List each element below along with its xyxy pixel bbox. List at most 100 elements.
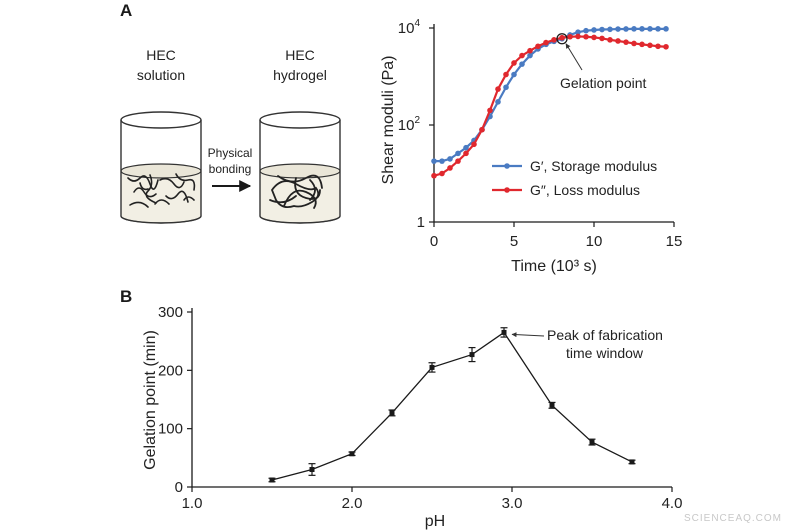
legend-label-2: G″, Loss modulus xyxy=(530,182,640,198)
rheology-series-2-point xyxy=(495,86,501,92)
rheology-series-2-point xyxy=(527,47,533,54)
rheology-series-2-point xyxy=(519,52,525,59)
rheology-series-1-point xyxy=(495,99,501,105)
rheology-series-1-point xyxy=(663,26,669,32)
watermark: SCIENCEAQ.COM xyxy=(683,513,782,524)
gelation-point xyxy=(309,467,315,472)
gelation-y-tick-label: 200 xyxy=(158,362,183,379)
gelation-x-tick-label: 3.0 xyxy=(502,495,523,512)
legend-label-1: G′, Storage modulus xyxy=(530,158,657,174)
tick-base: 10 xyxy=(398,117,415,134)
rheology-series-2-point xyxy=(535,43,541,50)
hydrogel-beaker xyxy=(259,111,341,224)
rheology-x-tick-label: 0 xyxy=(430,233,438,250)
rheology-series-2-point xyxy=(631,40,637,47)
rheology-series-2-point xyxy=(463,150,469,157)
rheology-series-2-point xyxy=(639,41,645,48)
rheology-series-2-point xyxy=(551,37,557,43)
gelation-point xyxy=(501,329,507,335)
rheology-series-2-point xyxy=(447,165,453,171)
rheology-series-1-point xyxy=(607,26,613,33)
peak-label-line-1: Peak of fabrication xyxy=(547,327,663,343)
legend-swatch-point-2 xyxy=(504,187,510,193)
rheology-x-tick-label: 10 xyxy=(586,233,603,250)
gelation-chart: 1.0 2.0 3.0 4.0 0 100 200 300 Peak of fabricati… xyxy=(142,304,682,530)
rheology-series-1-point xyxy=(503,84,509,91)
rheology-series xyxy=(431,26,669,179)
rheology-x-tick-label: 15 xyxy=(666,233,683,250)
rheology-series-2-point xyxy=(559,34,565,41)
rheology-series-2-point xyxy=(615,38,621,44)
hydrogel-label-line-2: hydrogel xyxy=(273,67,327,83)
rheology-series-2-point xyxy=(511,60,517,66)
legend-swatch-point-1 xyxy=(504,163,510,169)
rheology-series-2-point xyxy=(503,71,509,78)
gelation-point xyxy=(269,477,275,483)
gelation-line xyxy=(271,331,633,481)
rheology-series-line-2 xyxy=(433,35,667,177)
peak-arrow xyxy=(511,332,545,338)
rheology-series-2-point xyxy=(543,39,549,46)
polymer-chains xyxy=(127,173,196,208)
gelation-point xyxy=(629,459,635,465)
gelation-point xyxy=(349,451,355,457)
gelation-ticks: 1.0 2.0 3.0 4.0 0 100 200 300 xyxy=(158,304,682,512)
gelation-axes xyxy=(191,308,672,488)
rheology-series-1-point xyxy=(623,26,629,32)
rheology-series-2-point xyxy=(471,141,477,148)
rheology-series-2-point xyxy=(455,158,461,164)
tick-base: 10 xyxy=(398,20,415,37)
solution-beaker xyxy=(120,111,202,224)
rheology-x-axis-label: Time (10³ s) xyxy=(511,258,597,275)
rheology-y-tick-label: 104 xyxy=(398,18,421,37)
rheology-series-1-point xyxy=(455,150,461,157)
tick-exponent: 4 xyxy=(414,18,420,29)
rheology-series-1-point xyxy=(615,26,621,32)
hydrogel-label-line-1: HEC xyxy=(285,47,315,63)
gelation-point-arrow xyxy=(565,43,583,71)
solution-label-line-1: HEC xyxy=(146,47,176,63)
rheology-x-tick-label: 5 xyxy=(510,233,518,250)
solution-label-line-2: solution xyxy=(137,67,185,83)
rheology-y-axis-label: Shear moduli (Pa) xyxy=(380,56,397,185)
rheology-series-2-point xyxy=(431,172,437,179)
panel-a-letter: A xyxy=(120,1,132,20)
gelation-point xyxy=(549,402,555,408)
rheology-series-1-point xyxy=(599,26,605,33)
rheology-series-1-point xyxy=(527,52,533,59)
rheology-series-1-point xyxy=(463,144,469,151)
rheology-series-1-point xyxy=(591,27,597,33)
rheology-series-2-point xyxy=(623,39,629,45)
rheology-y-tick-label: 1 xyxy=(417,214,425,231)
rheology-series-2-point xyxy=(479,126,485,133)
gelation-x-tick-label: 1.0 xyxy=(182,495,203,512)
rheology-series-1-point xyxy=(655,26,661,32)
gelation-y-tick-label: 0 xyxy=(175,479,183,496)
gelation-point-label: Gelation point xyxy=(560,75,647,91)
rheology-series-2-point xyxy=(583,33,589,40)
rheology-series-2-point xyxy=(663,43,669,50)
gelation-y-axis-label: Gelation point (min) xyxy=(142,330,159,470)
rheology-series-2-point xyxy=(567,33,573,40)
panel-b-letter: B xyxy=(120,287,132,306)
peak-label-line-2: time window xyxy=(566,345,644,361)
rheology-series-2-point xyxy=(647,42,653,49)
gelation-point xyxy=(469,352,475,358)
rheology-series-1-point xyxy=(511,71,517,78)
rheology-series-1-point xyxy=(431,158,437,164)
gelation-point xyxy=(429,364,435,370)
rheology-legend: G′, Storage modulus G″, Loss modulus xyxy=(492,158,657,198)
rheology-series-2-point xyxy=(439,170,445,177)
gelation-point xyxy=(589,439,595,445)
gelation-point-marker xyxy=(556,33,568,45)
rheology-series-2-point xyxy=(655,43,661,50)
gelation-x-axis-label: pH xyxy=(425,513,445,530)
bonding-label-line-1: Physical xyxy=(208,146,253,160)
gelation-y-tick-label: 300 xyxy=(158,304,183,321)
gelation-annotation: Gelation point xyxy=(556,33,647,91)
rheology-series-1-point xyxy=(631,26,637,32)
peak-annotation: Peak of fabrication time window xyxy=(511,327,663,361)
